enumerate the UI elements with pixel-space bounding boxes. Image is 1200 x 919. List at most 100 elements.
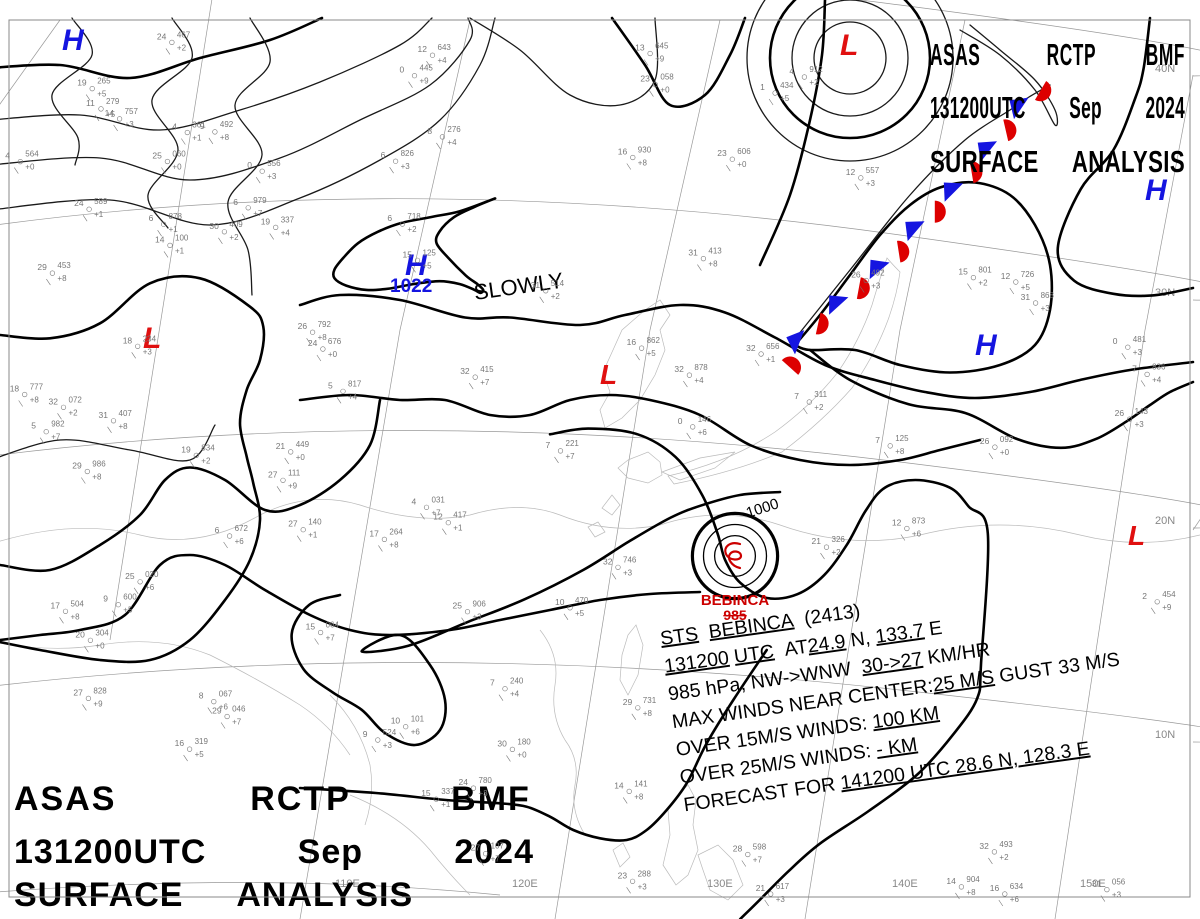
svg-text:L: L xyxy=(1128,520,1145,551)
svg-text:600: 600 xyxy=(123,593,137,602)
svg-text:2: 2 xyxy=(1142,591,1147,601)
svg-text:+2: +2 xyxy=(69,408,79,417)
svg-text:30: 30 xyxy=(497,738,507,748)
svg-text:+2: +2 xyxy=(177,43,187,52)
svg-text:828: 828 xyxy=(93,686,107,695)
svg-text:+1: +1 xyxy=(441,800,451,809)
svg-text:12: 12 xyxy=(1001,271,1011,281)
svg-text:31: 31 xyxy=(1092,879,1102,889)
svg-text:8: 8 xyxy=(199,691,204,701)
svg-text:+1: +1 xyxy=(766,355,776,364)
svg-text:32: 32 xyxy=(674,364,684,374)
svg-text:9: 9 xyxy=(103,594,108,604)
svg-text:265: 265 xyxy=(97,77,111,86)
svg-text:514: 514 xyxy=(551,279,565,288)
svg-text:+5: +5 xyxy=(123,606,133,615)
svg-text:20: 20 xyxy=(75,629,85,639)
svg-text:141: 141 xyxy=(634,779,648,788)
svg-text:+2: +2 xyxy=(832,548,842,557)
svg-text:17: 17 xyxy=(51,600,61,610)
svg-text:878: 878 xyxy=(694,363,708,372)
svg-text:+8: +8 xyxy=(318,333,328,342)
svg-text:904: 904 xyxy=(966,875,980,884)
svg-text:415: 415 xyxy=(480,365,494,374)
svg-text:+3: +3 xyxy=(479,789,489,798)
svg-text:092: 092 xyxy=(1000,435,1014,444)
svg-text:+9: +9 xyxy=(93,699,103,708)
svg-text:H: H xyxy=(62,24,85,57)
svg-text:26: 26 xyxy=(298,321,308,331)
svg-text:10: 10 xyxy=(391,716,401,726)
svg-text:672: 672 xyxy=(235,524,249,533)
svg-text:6: 6 xyxy=(387,213,392,223)
svg-text:125: 125 xyxy=(895,434,909,443)
svg-text:598: 598 xyxy=(753,843,767,852)
svg-text:+8: +8 xyxy=(643,709,653,718)
svg-text:+8: +8 xyxy=(708,260,718,269)
svg-text:+4: +4 xyxy=(438,56,448,65)
svg-text:589: 589 xyxy=(94,197,108,206)
svg-text:+4: +4 xyxy=(348,392,358,401)
svg-text:020: 020 xyxy=(145,570,159,579)
svg-text:+8: +8 xyxy=(30,396,40,405)
svg-text:056: 056 xyxy=(1112,878,1126,887)
svg-text:617: 617 xyxy=(776,882,790,891)
svg-text:+6: +6 xyxy=(698,428,708,437)
svg-text:+2: +2 xyxy=(814,403,824,412)
svg-text:817: 817 xyxy=(348,379,362,388)
svg-text:131200UTC Sep 2024: 131200UTC Sep 2024 xyxy=(930,90,1185,125)
svg-text:+0: +0 xyxy=(296,453,306,462)
svg-text:+7: +7 xyxy=(753,856,763,865)
svg-text:+2: +2 xyxy=(201,456,211,465)
svg-text:32: 32 xyxy=(746,343,756,353)
svg-text:072: 072 xyxy=(69,395,83,404)
svg-text:4: 4 xyxy=(789,66,794,76)
svg-text:+6: +6 xyxy=(411,728,421,737)
svg-text:+4: +4 xyxy=(281,228,291,237)
svg-text:+3: +3 xyxy=(125,120,135,129)
svg-text:279: 279 xyxy=(106,97,120,106)
svg-text:25: 25 xyxy=(453,601,463,611)
svg-text:4: 4 xyxy=(5,151,10,161)
svg-text:+7: +7 xyxy=(480,378,490,387)
svg-text:780: 780 xyxy=(479,776,493,785)
svg-text:834: 834 xyxy=(201,443,215,452)
svg-text:0: 0 xyxy=(400,65,405,75)
svg-text:467: 467 xyxy=(177,30,191,39)
svg-text:29: 29 xyxy=(212,706,222,716)
svg-text:5: 5 xyxy=(328,380,333,390)
svg-text:131200UTC Sep 2024: 131200UTC Sep 2024 xyxy=(14,833,534,871)
svg-text:6: 6 xyxy=(233,197,238,207)
svg-text:15: 15 xyxy=(421,788,431,798)
svg-text:15: 15 xyxy=(403,249,413,259)
svg-text:16: 16 xyxy=(618,147,628,157)
svg-text:454: 454 xyxy=(1162,590,1176,599)
svg-text:24: 24 xyxy=(157,31,167,41)
svg-text:16: 16 xyxy=(627,337,637,347)
svg-text:0: 0 xyxy=(1113,336,1118,346)
svg-text:31: 31 xyxy=(1021,292,1031,302)
svg-text:+1: +1 xyxy=(94,210,104,219)
svg-text:107: 107 xyxy=(491,842,505,851)
svg-text:27: 27 xyxy=(471,843,481,853)
svg-text:726: 726 xyxy=(1021,270,1035,279)
svg-text:14: 14 xyxy=(614,780,624,790)
svg-text:407: 407 xyxy=(119,409,133,418)
svg-text:15: 15 xyxy=(958,267,968,277)
svg-text:7: 7 xyxy=(875,435,880,445)
svg-text:23: 23 xyxy=(640,74,650,84)
svg-text:0: 0 xyxy=(247,160,252,170)
svg-text:417: 417 xyxy=(453,511,467,520)
svg-text:7: 7 xyxy=(1132,363,1137,373)
svg-text:+8: +8 xyxy=(220,133,230,142)
svg-text:+3: +3 xyxy=(473,613,483,622)
svg-text:8: 8 xyxy=(427,126,432,136)
svg-text:862: 862 xyxy=(647,336,661,345)
svg-text:+1: +1 xyxy=(192,134,202,143)
svg-text:25: 25 xyxy=(152,151,162,161)
svg-text:757: 757 xyxy=(125,107,139,116)
svg-text:27: 27 xyxy=(268,469,278,479)
svg-text:+6: +6 xyxy=(1010,895,1020,904)
svg-text:SURFACE ANALYSIS: SURFACE ANALYSIS xyxy=(14,876,413,914)
svg-text:746: 746 xyxy=(623,555,637,564)
